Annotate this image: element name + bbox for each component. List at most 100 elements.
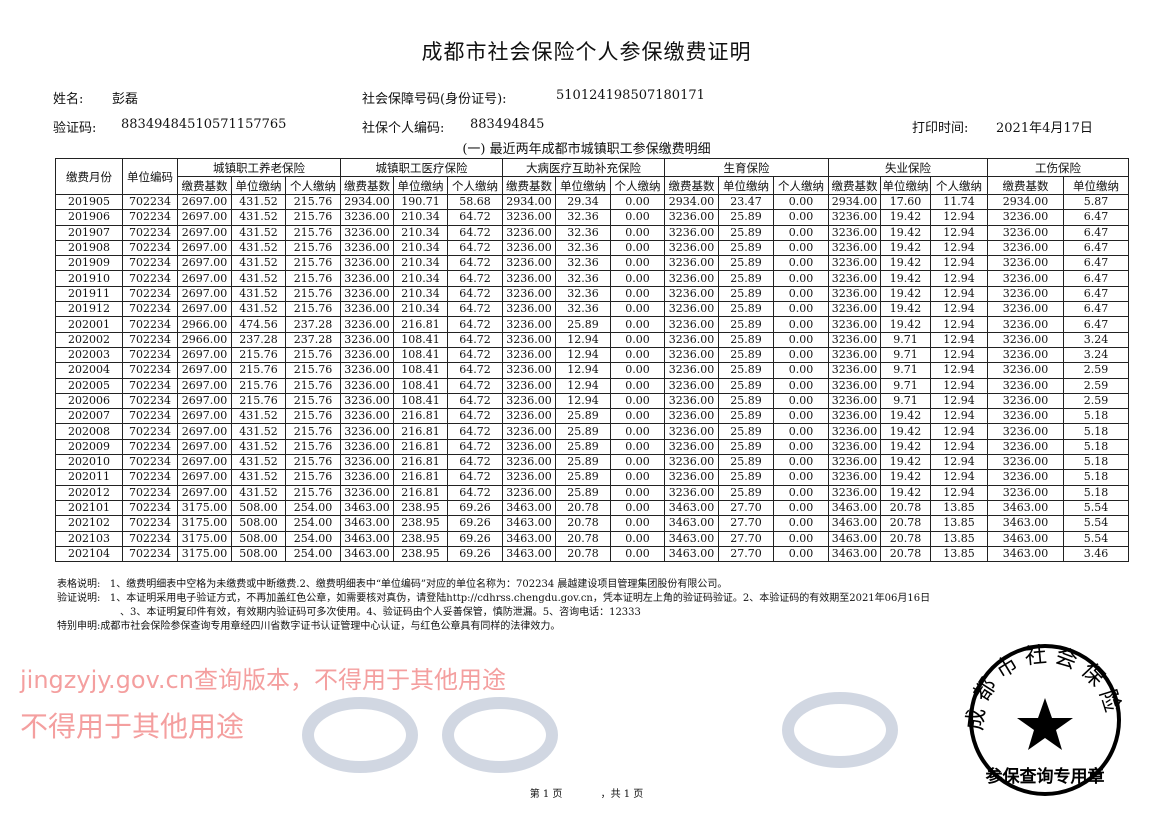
month-cell: 202101 (55, 499, 123, 517)
amount-cell: 25.89 (718, 484, 774, 501)
amount-cell: 0.00 (773, 301, 829, 318)
unit-code-cell: 702234 (122, 454, 178, 471)
amount-cell: 25.89 (718, 377, 774, 394)
amount-cell: 210.34 (393, 255, 448, 272)
amount-cell: 64.72 (447, 331, 503, 348)
amount-cell: 0.00 (610, 392, 665, 410)
amount-cell: 6.47 (1063, 301, 1129, 318)
amount-cell: 12.94 (930, 209, 988, 226)
text-watermark: 不得用于其他用途 (20, 710, 245, 743)
header-subcolumn: 单位缴纳 (555, 176, 611, 195)
amount-cell: 19.42 (880, 408, 931, 425)
verify-note: 验证说明: 1、本证明采用电子验证方式，不再加盖红色公章，如需要核对真伪，请登陆… (57, 592, 1152, 606)
amount-cell: 25.89 (718, 301, 774, 318)
amount-cell: 13.85 (930, 499, 988, 517)
amount-cell: 20.78 (880, 530, 931, 547)
header-unit-code: 单位编码 (122, 158, 178, 195)
header-subcolumn: 缴费基数 (664, 176, 719, 195)
amount-cell: 3236.00 (828, 316, 881, 333)
amount-cell: 3236.00 (502, 423, 556, 440)
unit-code-cell: 702234 (122, 438, 178, 456)
unit-code-cell: 702234 (122, 362, 178, 379)
amount-cell: 210.34 (393, 285, 448, 303)
amount-cell: 2697.00 (177, 285, 232, 303)
amount-cell: 5.18 (1063, 454, 1129, 471)
amount-cell: 3236.00 (340, 270, 394, 287)
amount-cell: 431.52 (231, 454, 286, 471)
month-cell: 201909 (55, 255, 123, 272)
amount-cell: 3236.00 (987, 377, 1064, 394)
amount-cell: 32.36 (555, 285, 611, 303)
amount-cell: 19.42 (880, 454, 931, 471)
amount-cell: 64.72 (447, 255, 503, 272)
amount-cell: 20.78 (880, 545, 931, 563)
amount-cell: 3236.00 (664, 362, 719, 379)
amount-cell: 3236.00 (828, 346, 881, 364)
amount-cell: 215.76 (285, 255, 341, 272)
unit-code-cell: 702234 (122, 331, 178, 348)
amount-cell: 431.52 (231, 193, 286, 211)
amount-cell: 9.71 (880, 362, 931, 379)
amount-cell: 215.76 (285, 239, 341, 257)
amount-cell: 0.00 (610, 423, 665, 440)
amount-cell: 25.89 (718, 454, 774, 471)
amount-cell: 210.34 (393, 224, 448, 241)
amount-cell: 12.94 (930, 239, 988, 257)
month-cell: 202003 (55, 346, 123, 364)
amount-cell: 3236.00 (987, 301, 1064, 318)
special-note-text: 成都市社会保险参保查询专用章经四川省数字证书认证管理中心认证，与红色公章具有同样… (100, 621, 561, 632)
amount-cell: 12.94 (555, 331, 611, 348)
amount-cell: 3236.00 (340, 362, 394, 379)
header-subcolumn: 单位缴纳 (393, 176, 448, 195)
table-row: 202102 702234 3175.00 508.00 254.00 3463.00 23… (55, 515, 1129, 532)
header-subcolumn: 单位缴纳 (718, 176, 774, 195)
amount-cell: 237.28 (285, 316, 341, 333)
amount-cell: 0.00 (773, 499, 829, 517)
unit-code-cell: 702234 (122, 301, 178, 318)
amount-cell: 0.00 (610, 239, 665, 257)
amount-cell: 19.42 (880, 316, 931, 333)
amount-cell: 0.00 (773, 392, 829, 410)
amount-cell: 3236.00 (987, 209, 1064, 226)
amount-cell: 3236.00 (828, 454, 881, 471)
amount-cell: 6.47 (1063, 270, 1129, 287)
amount-cell: 0.00 (773, 469, 829, 486)
amount-cell: 19.42 (880, 285, 931, 303)
amount-cell: 20.78 (555, 530, 611, 547)
amount-cell: 3236.00 (664, 408, 719, 425)
amount-cell: 0.00 (773, 316, 829, 333)
amount-cell: 0.00 (610, 469, 665, 486)
amount-cell: 431.52 (231, 408, 286, 425)
amount-cell: 2697.00 (177, 239, 232, 257)
amount-cell: 3236.00 (502, 224, 556, 241)
amount-cell: 3236.00 (340, 285, 394, 303)
amount-cell: 3236.00 (987, 484, 1064, 501)
amount-cell: 69.26 (447, 530, 503, 547)
amount-cell: 3236.00 (828, 255, 881, 272)
amount-cell: 508.00 (231, 499, 286, 517)
amount-cell: 12.94 (930, 454, 988, 471)
table-row: 202011 702234 2697.00 431.52 215.76 3236.00 21… (55, 469, 1129, 486)
header-medical: 城镇职工医疗保险 (340, 158, 503, 177)
amount-cell: 190.71 (393, 193, 448, 211)
table-row: 202004 702234 2697.00 215.76 215.76 3236.00 10… (55, 362, 1129, 379)
amount-cell: 215.76 (285, 193, 341, 211)
amount-cell: 3236.00 (828, 224, 881, 241)
header-group-row: 缴费月份 单位编码 城镇职工养老保险 城镇职工医疗保险 大病医疗互助补充保险 生… (55, 158, 1129, 195)
amount-cell: 64.72 (447, 377, 503, 394)
amount-cell: 3236.00 (340, 469, 394, 486)
amount-cell: 3236.00 (502, 469, 556, 486)
amount-cell: 238.95 (393, 499, 448, 517)
amount-cell: 20.78 (880, 515, 931, 532)
table-row: 202006 702234 2697.00 215.76 215.76 3236.00 10… (55, 392, 1129, 410)
table-row: 202005 702234 2697.00 215.76 215.76 3236.00 10… (55, 377, 1129, 394)
month-cell: 202011 (55, 469, 123, 486)
amount-cell: 64.72 (447, 224, 503, 241)
amount-cell: 5.18 (1063, 438, 1129, 456)
amount-cell: 0.00 (773, 545, 829, 563)
amount-cell: 3236.00 (502, 239, 556, 257)
amount-cell: 108.41 (393, 346, 448, 364)
header-subcolumn: 单位缴纳 (1063, 176, 1129, 195)
amount-cell: 215.76 (285, 346, 341, 364)
table-row: 201910 702234 2697.00 431.52 215.76 3236.00 21… (55, 270, 1129, 287)
